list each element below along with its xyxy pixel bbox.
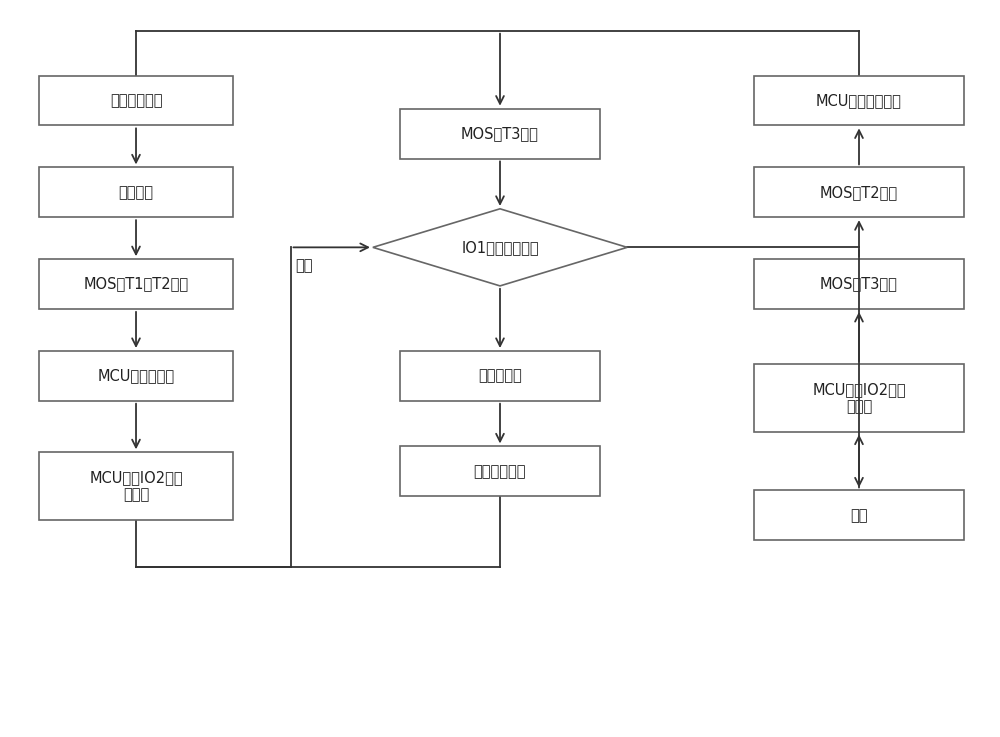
- Bar: [400, 351, 600, 401]
- Bar: [400, 447, 600, 496]
- Polygon shape: [373, 209, 627, 286]
- Text: IO1查询按键状态: IO1查询按键状态: [461, 240, 539, 255]
- Bar: [400, 108, 600, 158]
- Bar: [754, 364, 964, 432]
- Text: MOS管T1、T2导通: MOS管T1、T2导通: [83, 276, 189, 292]
- Text: MCU引脚IO2输出
高电平: MCU引脚IO2输出 高电平: [812, 382, 906, 414]
- Text: MOS管T3导通: MOS管T3导通: [461, 126, 539, 141]
- Text: MOS管T3截止: MOS管T3截止: [820, 276, 898, 292]
- Bar: [754, 259, 964, 309]
- Text: 装置待机状态: 装置待机状态: [110, 93, 162, 108]
- Text: 执行用户功能: 执行用户功能: [474, 464, 526, 479]
- Text: MOS管T2截止: MOS管T2截止: [820, 185, 898, 200]
- Bar: [754, 76, 964, 125]
- Text: 按下按键: 按下按键: [119, 185, 154, 200]
- Text: MCU上电初始化: MCU上电初始化: [97, 368, 175, 383]
- Text: 单击或双击: 单击或双击: [478, 368, 522, 383]
- Bar: [754, 167, 964, 217]
- Bar: [39, 259, 233, 309]
- Bar: [39, 76, 233, 125]
- Bar: [39, 351, 233, 401]
- Text: MCU断电停止工作: MCU断电停止工作: [816, 93, 902, 108]
- Bar: [39, 167, 233, 217]
- Bar: [754, 490, 964, 540]
- Text: 未按: 未按: [296, 258, 313, 273]
- Text: 长接: 长接: [850, 508, 868, 523]
- Bar: [39, 453, 233, 520]
- Text: MCU引脚IO2输出
低电平: MCU引脚IO2输出 低电平: [89, 469, 183, 502]
